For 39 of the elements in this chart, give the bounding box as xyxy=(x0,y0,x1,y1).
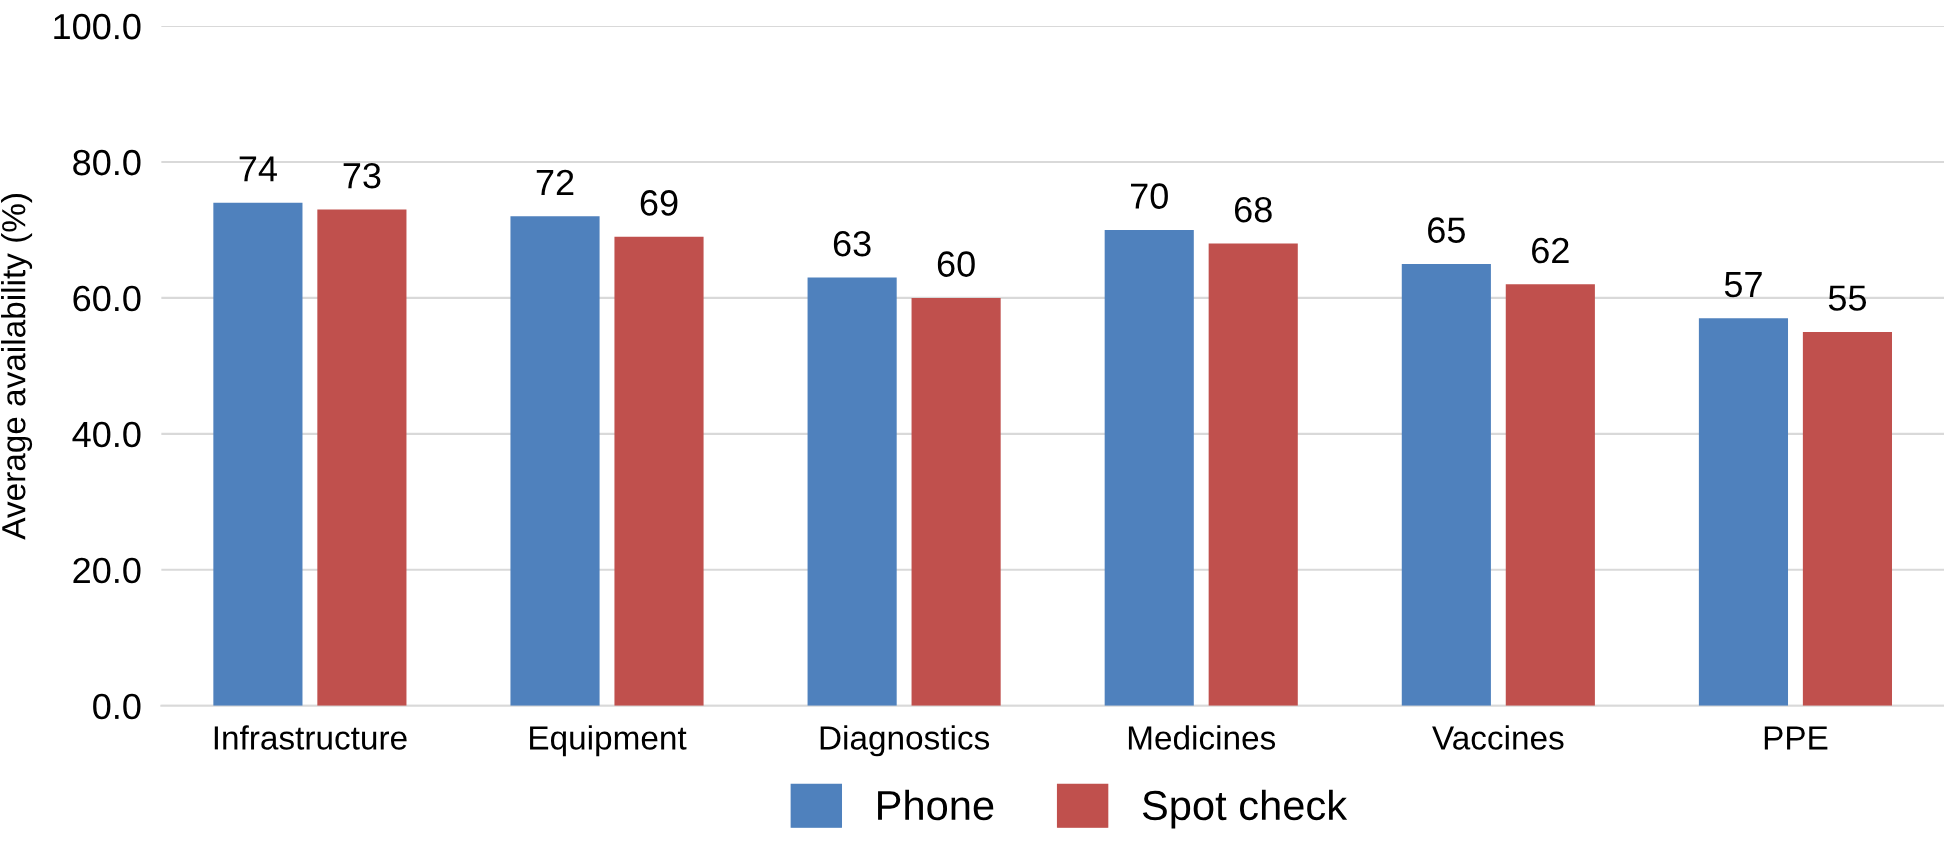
bar xyxy=(807,277,897,706)
y-tick-label: 100.0 xyxy=(54,13,141,40)
bar xyxy=(510,216,600,706)
bar xyxy=(614,236,704,706)
y-tick-label: 60.0 xyxy=(73,285,141,312)
x-tick-label: Diagnostics xyxy=(820,725,990,757)
data-label: 74 xyxy=(239,156,277,182)
bar xyxy=(317,209,407,706)
x-tick-label: Vaccines xyxy=(1432,725,1564,750)
y-axis-title: Average availability (%) xyxy=(1,194,33,540)
data-label: 73 xyxy=(343,162,381,189)
y-tick-label: 20.0 xyxy=(73,557,141,584)
x-tick-label: Equipment xyxy=(530,725,687,757)
data-label: 69 xyxy=(640,190,678,216)
bar xyxy=(1505,284,1595,706)
bar xyxy=(213,202,303,706)
bar xyxy=(1802,331,1893,706)
y-tick-label: 0.0 xyxy=(93,693,141,720)
data-label: 65 xyxy=(1428,217,1465,243)
bar xyxy=(1104,229,1194,706)
data-label: 60 xyxy=(937,251,975,277)
data-label: 70 xyxy=(1131,183,1168,209)
y-tick-label: 40.0 xyxy=(72,421,141,448)
data-label: 72 xyxy=(536,169,574,195)
x-tick-label: PPE xyxy=(1764,726,1828,750)
bar xyxy=(1698,318,1789,706)
legend-label: Spot check xyxy=(1142,789,1348,829)
data-label: 68 xyxy=(1234,196,1272,223)
data-label: 55 xyxy=(1828,285,1867,311)
legend-label: Phone xyxy=(878,789,994,821)
x-tick-label: Medicines xyxy=(1128,725,1276,750)
data-label: 62 xyxy=(1532,237,1569,264)
data-label: 63 xyxy=(833,230,871,257)
bar xyxy=(911,297,1001,706)
x-tick-label: Infrastructure xyxy=(214,725,407,750)
data-label: 57 xyxy=(1724,272,1762,298)
bar xyxy=(1401,263,1491,706)
y-tick-label: 80.0 xyxy=(73,149,141,176)
bar xyxy=(1208,243,1298,706)
